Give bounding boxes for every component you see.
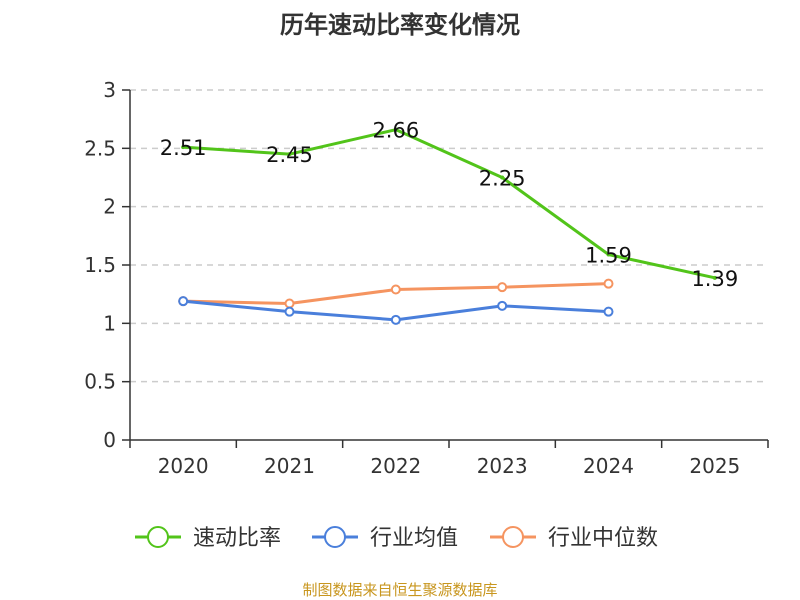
data-point[interactable] [181,145,186,150]
data-point[interactable] [287,152,292,157]
legend-label: 行业中位数 [548,526,658,551]
legend-label: 速动比率 [193,526,281,551]
data-point[interactable] [393,127,398,132]
data-labels: 2.51 2.45 2.66 2.25 1.59 1.39 [160,119,738,291]
legend-item[interactable]: 速动比率 [135,526,281,551]
x-tick-label: 2023 [477,454,528,478]
legend-marker [502,526,524,548]
legend-item[interactable]: 行业均值 [312,526,458,551]
series-industry-median [178,278,614,309]
y-tick-label: 0.5 [84,370,116,394]
y-tick-label: 3 [103,78,116,102]
data-point[interactable] [712,275,717,280]
legend[interactable]: 速动比率 行业均值 行业中位数 [135,526,658,551]
x-tick-label: 2022 [370,454,421,478]
data-label: 2.25 [479,167,526,191]
data-point[interactable] [284,298,295,309]
data-point[interactable] [178,296,189,307]
data-label: 1.39 [691,267,738,291]
data-point[interactable] [497,300,508,311]
legend-marker [324,526,346,548]
y-tick-label: 1.5 [84,253,116,277]
data-point[interactable] [390,314,401,325]
grid [130,89,768,383]
series-quick-ratio [181,127,717,280]
source-note: 制图数据来自恒生聚源数据库 [302,581,497,599]
data-label: 1.59 [585,244,632,268]
series-industry-mean [178,296,614,325]
y-tick-label: 1 [103,311,116,335]
data-point[interactable] [390,284,401,295]
x-tick-label: 2024 [583,454,634,478]
data-point[interactable] [500,175,505,180]
x-tick-label: 2021 [264,454,315,478]
series-line [183,128,716,280]
y-tick-label: 2 [103,195,116,219]
chart-title: 历年速动比率变化情况 [280,11,520,39]
axes: 0 0.5 1 1.5 2 2.5 3 2020 2021 2022 2023 2024 2025 [84,78,769,478]
data-label: 2.51 [160,136,207,160]
data-label: 2.66 [372,119,419,143]
y-tick-label: 2.5 [84,136,116,160]
x-tick-label: 2020 [158,454,209,478]
y-tick-label: 0 [103,428,116,452]
legend-item[interactable]: 行业中位数 [490,526,658,551]
data-point[interactable] [284,306,295,317]
data-point[interactable] [603,278,614,289]
data-label: 2.45 [266,143,313,167]
series-layer [178,127,717,325]
data-point[interactable] [606,252,611,257]
x-tick-label: 2025 [689,454,740,478]
legend-label: 行业均值 [370,526,458,551]
data-point[interactable] [497,282,508,293]
data-point[interactable] [603,306,614,317]
legend-marker [147,526,169,548]
